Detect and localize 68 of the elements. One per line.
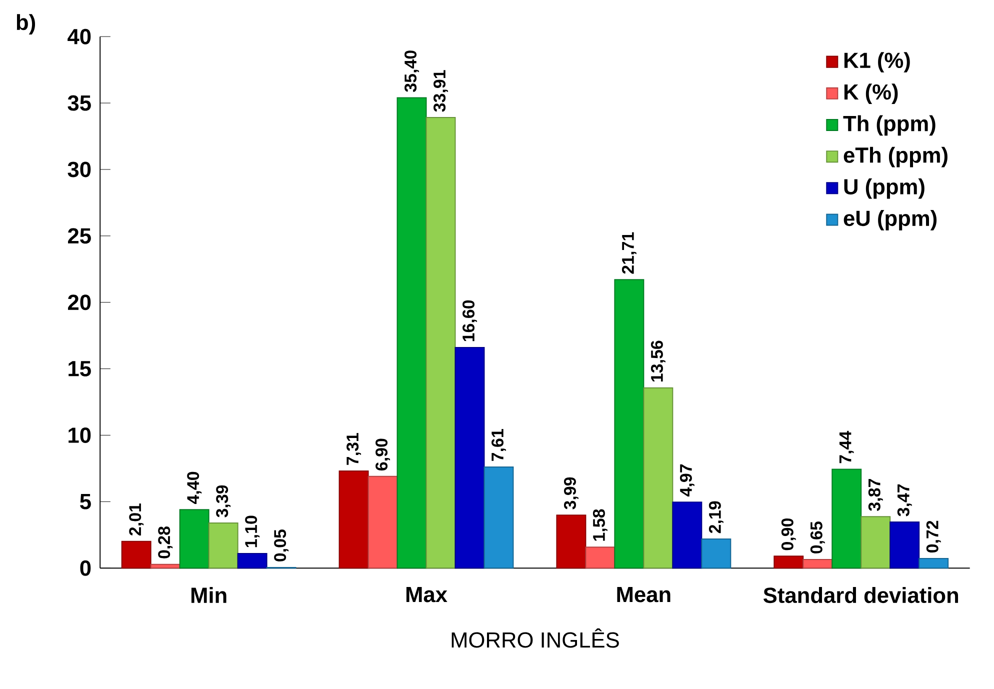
data-label: 16,60 [462,300,477,342]
y-tick-label: 20 [68,294,91,310]
bar [150,564,180,569]
data-label: 7,31 [346,433,362,465]
data-label: 3,39 [216,485,231,518]
y-tick-label: 5 [80,494,91,510]
data-label: 2,01 [129,504,144,536]
bar [802,559,833,569]
legend-label: Th (ppm) [843,115,936,136]
x-axis-title: MORRO INGLÊS [452,628,619,648]
bar [672,502,702,569]
data-label: 4,40 [187,472,202,504]
legend-label: K1 (%) [844,52,910,72]
legend-label: eU (ppm) [844,210,937,230]
y-tick-label: 15 [68,361,91,376]
x-tick-label: Mean [617,587,670,602]
legend-label: U (ppm) [844,178,924,199]
data-label: 4,97 [680,464,694,496]
bar [338,470,369,569]
data-label: 0,90 [781,518,796,550]
y-tick-label: 10 [68,428,91,444]
bar [454,347,485,569]
bar [860,516,891,569]
text: b) [16,14,36,34]
bar [179,509,210,569]
data-label: 2,19 [708,501,724,534]
bar [121,540,152,569]
bar [701,538,732,569]
data-label: 0,72 [926,520,941,553]
bar [208,522,238,569]
data-label: 1,58 [592,509,608,541]
bar [426,117,456,569]
bar [643,387,674,569]
y-tick-label: 35 [68,95,91,111]
bar [237,553,268,569]
bar [556,514,586,569]
bar [368,476,398,569]
data-label: 3,99 [564,477,578,510]
bar [396,97,427,569]
data-label: 13,56 [650,340,666,382]
data-label: 0,05 [274,530,289,562]
y-tick-label: 40 [68,28,91,44]
data-label: 3,87 [868,479,883,511]
data-label: 33,91 [434,70,448,112]
bar [484,466,514,569]
x-tick-label: Max [406,587,448,602]
data-label: 0,65 [810,522,825,554]
bar [918,558,949,569]
bar [585,546,616,569]
legend-label: K (%) [844,84,898,104]
bar [614,279,644,569]
data-label: 21,71 [622,232,636,274]
y-tick-label: 0 [80,560,91,576]
data-label: 7,61 [492,429,506,461]
bar [832,468,862,569]
x-tick-label: Min [191,587,226,603]
data-label: 1,10 [245,516,260,548]
data-label: 6,90 [376,438,390,471]
bar [774,556,804,569]
legend-label: eTh (ppm) [844,146,948,168]
y-tick-label: 30 [68,162,91,178]
x-tick-label: Standard deviation [763,587,958,604]
data-label: 3,47 [897,484,912,516]
data-label: 0,28 [158,526,173,558]
data-label: 35,40 [404,50,419,92]
bar [890,522,920,569]
data-label: 7,44 [839,430,854,464]
y-tick-label: 25 [68,228,91,244]
